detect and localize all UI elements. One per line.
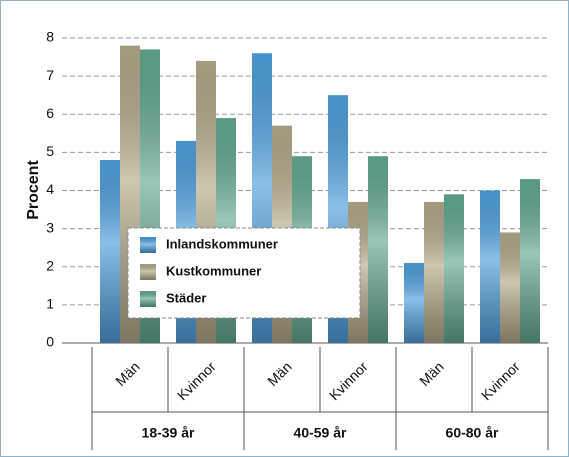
- y-tick-label: 0: [46, 334, 54, 350]
- legend-label: Kustkommuner: [166, 263, 261, 278]
- group-label: 40-59 år: [294, 425, 347, 441]
- legend-swatch-shade: [140, 291, 156, 307]
- legend-swatch-shade: [140, 237, 156, 253]
- y-tick-label: 1: [46, 296, 54, 312]
- bar-shade: [404, 262, 424, 343]
- bar-shade: [480, 190, 500, 343]
- bar-shade: [100, 160, 120, 343]
- y-tick-label: 5: [46, 143, 54, 159]
- y-tick-label: 7: [46, 67, 54, 83]
- y-tick-label: 8: [46, 29, 54, 45]
- bar-shade: [424, 201, 444, 343]
- y-tick-label: 3: [46, 219, 54, 235]
- bar-shade: [368, 156, 388, 343]
- group-label: 18-39 år: [142, 425, 195, 441]
- legend-label: Inlandskommuner: [166, 236, 278, 251]
- y-tick-label: 2: [46, 257, 54, 273]
- bar-shade: [444, 194, 464, 343]
- y-axis-label: Procent: [25, 160, 42, 220]
- group-label: 60-80 år: [446, 425, 499, 441]
- y-tick-label: 4: [46, 181, 54, 197]
- bar-shade: [520, 179, 540, 343]
- bar-shade: [500, 232, 520, 343]
- legend-box: [127, 227, 361, 319]
- legend-swatch-shade: [140, 264, 156, 280]
- y-tick-label: 6: [46, 105, 54, 121]
- legend-label: Städer: [166, 290, 206, 305]
